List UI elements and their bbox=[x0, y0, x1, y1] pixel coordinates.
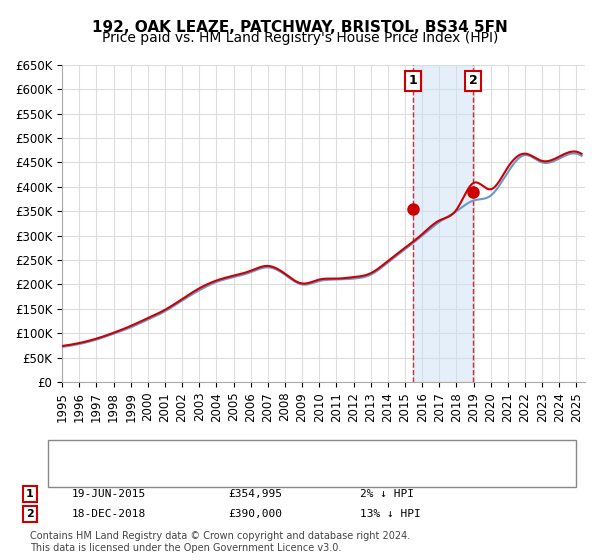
Text: 2: 2 bbox=[469, 74, 478, 87]
Text: Contains HM Land Registry data © Crown copyright and database right 2024.: Contains HM Land Registry data © Crown c… bbox=[30, 531, 410, 542]
Text: 13% ↓ HPI: 13% ↓ HPI bbox=[360, 509, 421, 519]
Text: 19-JUN-2015: 19-JUN-2015 bbox=[72, 489, 146, 499]
Text: 18-DEC-2018: 18-DEC-2018 bbox=[72, 509, 146, 519]
Text: 1: 1 bbox=[409, 74, 418, 87]
Text: Price paid vs. HM Land Registry's House Price Index (HPI): Price paid vs. HM Land Registry's House … bbox=[102, 31, 498, 45]
Text: 2% ↓ HPI: 2% ↓ HPI bbox=[360, 489, 414, 499]
Text: £354,995: £354,995 bbox=[228, 489, 282, 499]
Text: £390,000: £390,000 bbox=[228, 509, 282, 519]
Text: This data is licensed under the Open Government Licence v3.0.: This data is licensed under the Open Gov… bbox=[30, 543, 341, 553]
Text: 1: 1 bbox=[26, 489, 34, 499]
Bar bbox=[413, 65, 473, 382]
Text: 2: 2 bbox=[26, 509, 34, 519]
Text: HPI: Average price, detached house, South Gloucestershire: HPI: Average price, detached house, Sout… bbox=[90, 468, 420, 478]
Text: 192, OAK LEAZE, PATCHWAY, BRISTOL, BS34 5FN (detached house): 192, OAK LEAZE, PATCHWAY, BRISTOL, BS34 … bbox=[90, 446, 464, 456]
Text: 192, OAK LEAZE, PATCHWAY, BRISTOL, BS34 5FN: 192, OAK LEAZE, PATCHWAY, BRISTOL, BS34 … bbox=[92, 20, 508, 35]
